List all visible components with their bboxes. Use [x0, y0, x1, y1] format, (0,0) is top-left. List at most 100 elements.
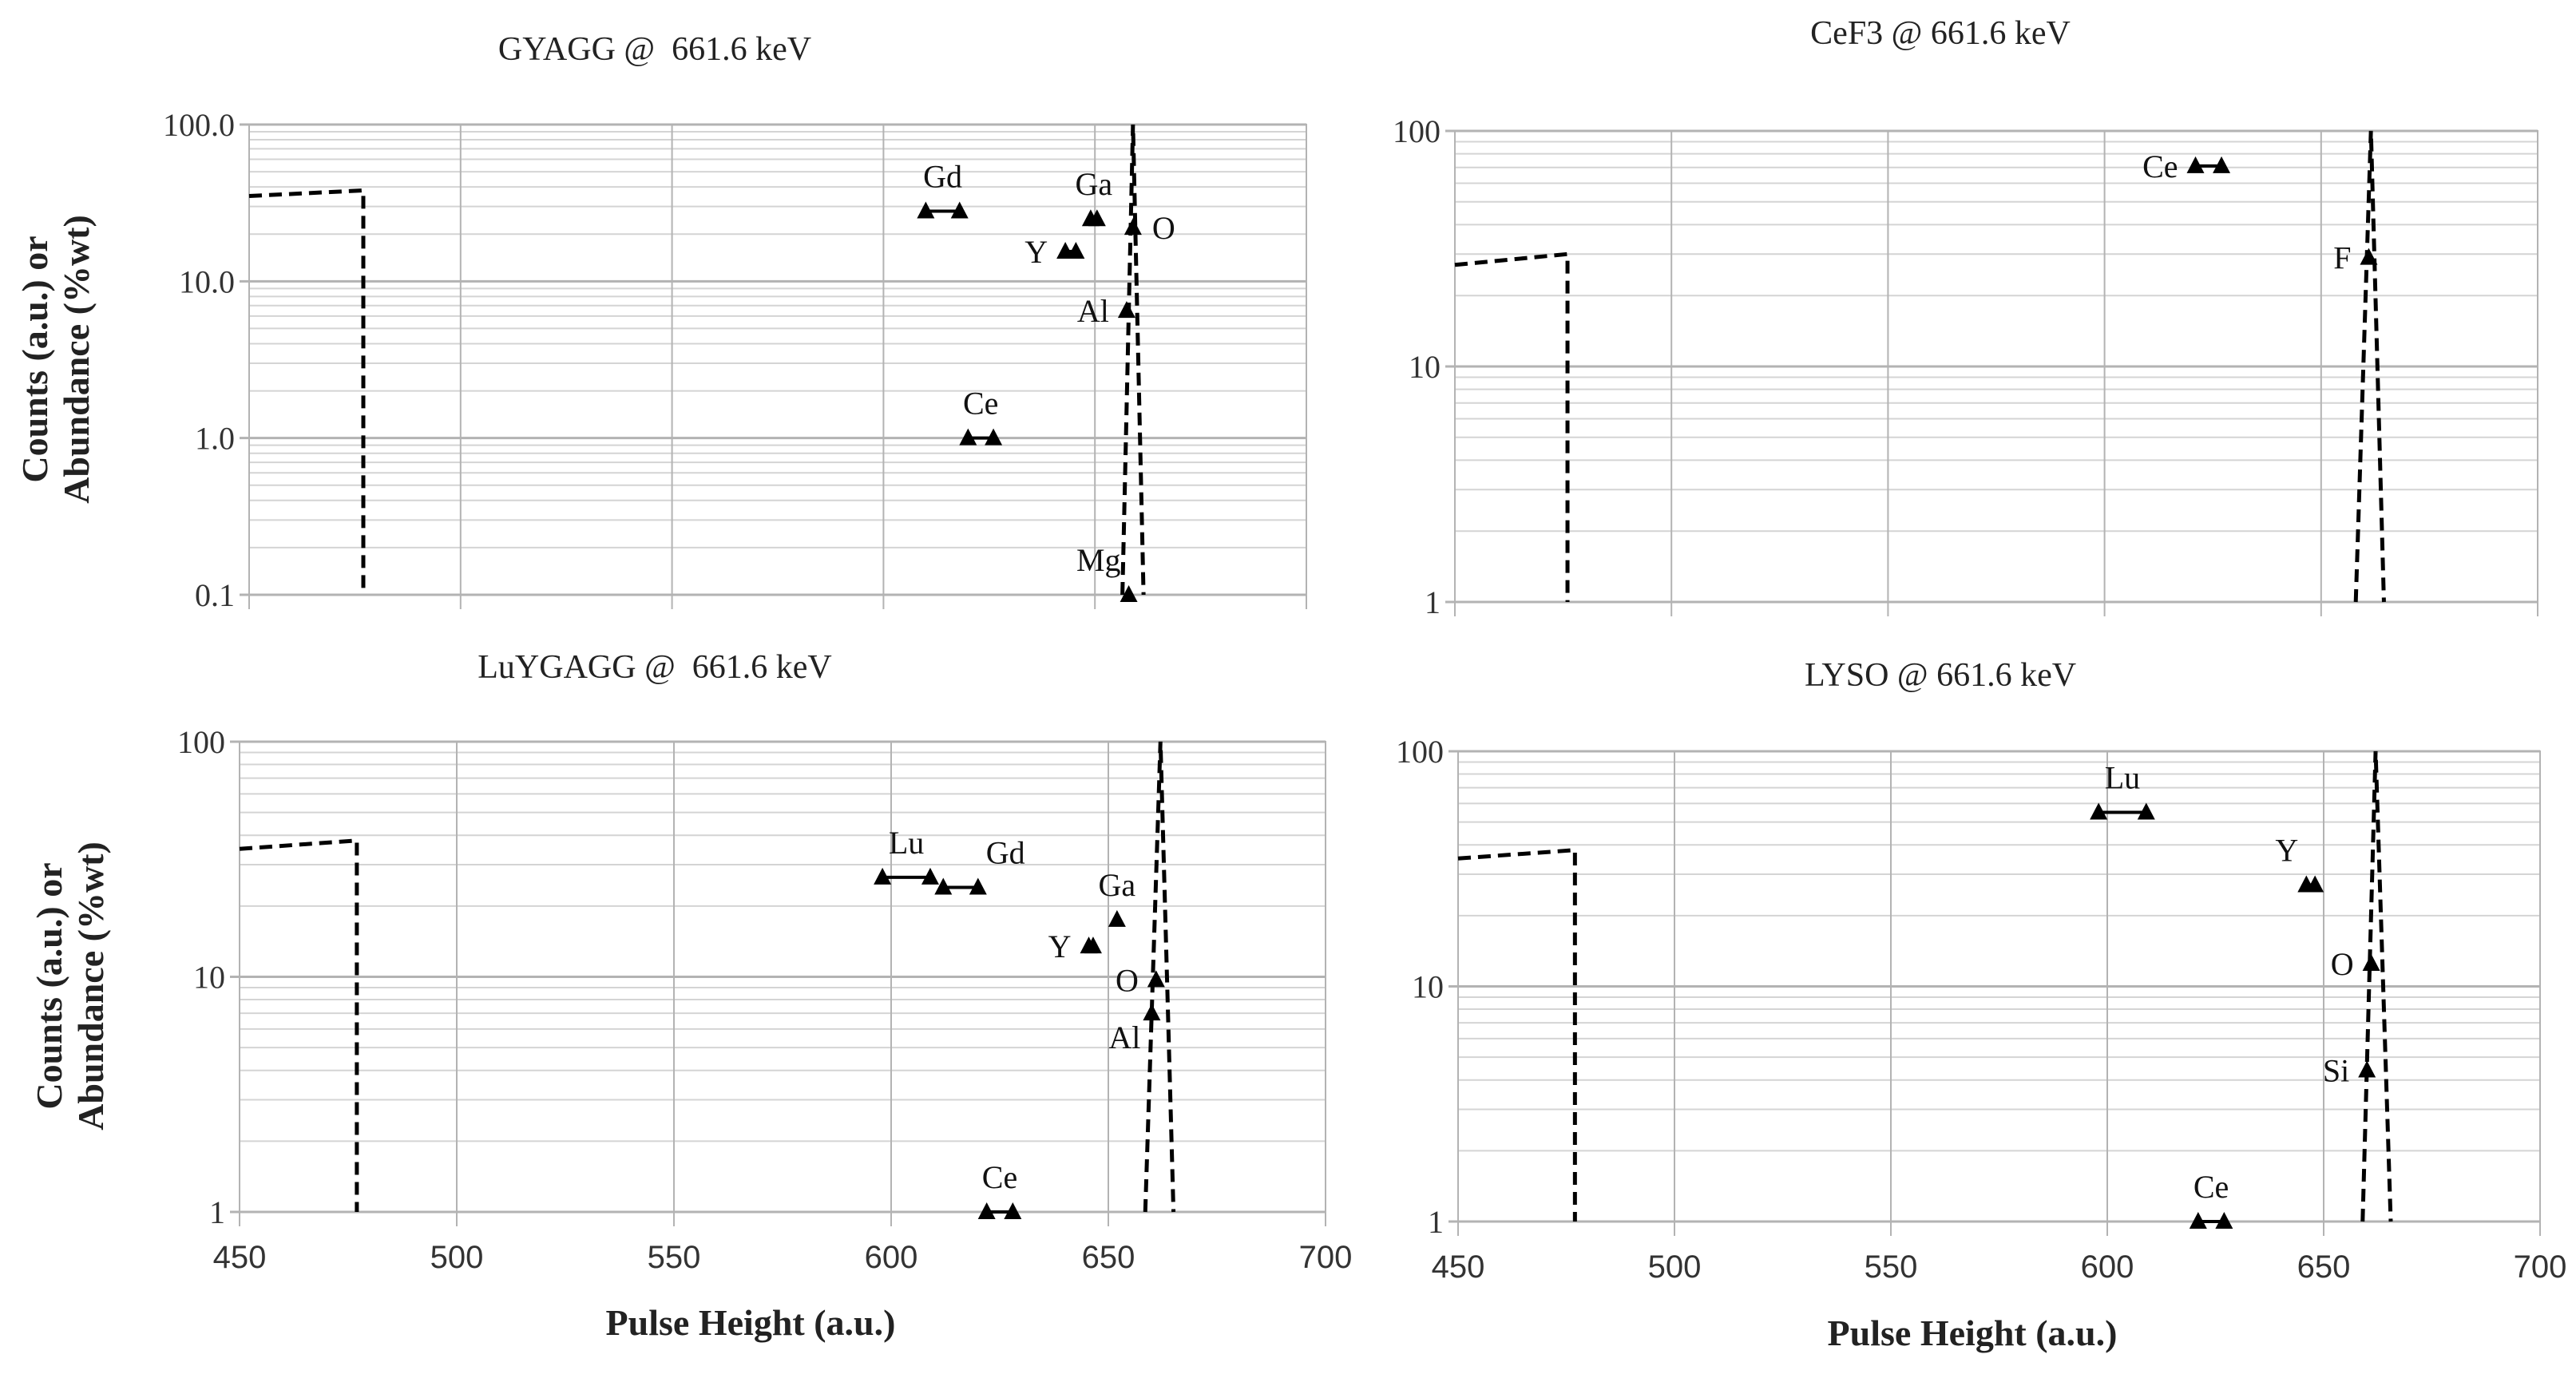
- triangle-marker-icon: [2306, 875, 2324, 893]
- element-marker-ce: Ce: [959, 386, 1003, 445]
- y-axis-label-line1: Counts (a.u.) or: [29, 862, 69, 1110]
- triangle-marker-icon: [934, 877, 953, 895]
- y-axis-label-bottom: Counts (a.u.) or Abundance (%wt): [29, 841, 112, 1131]
- x-axis-label-right: Pulse Height (a.u.): [1827, 1313, 2118, 1353]
- gridlines: [230, 740, 1326, 1226]
- triangle-marker-icon: [1004, 1202, 1022, 1219]
- element-marker-gd: Gd: [934, 835, 1025, 895]
- gridlines: [240, 123, 1307, 609]
- spectrum-step-line: [248, 188, 366, 595]
- y-axis-label-line2: Abundance (%wt): [70, 841, 111, 1131]
- triangle-marker-icon: [2186, 156, 2205, 173]
- chart-lyso: 1 10 100 450 500 550 600 650 700 Lu Y O Si Ce: [1396, 734, 2566, 1285]
- element-label: O: [1152, 210, 1175, 246]
- element-marker-si: Si: [2323, 1053, 2376, 1089]
- chart-title-gyagg: GYAGG @ 661.6 keV: [497, 31, 812, 68]
- triangle-marker-icon: [2090, 802, 2108, 820]
- x-tick-label: 500: [1648, 1249, 1702, 1285]
- triangle-marker-icon: [1117, 301, 1135, 319]
- chart-title-cef3: CeF3 @ 661.6 keV: [1810, 15, 2071, 52]
- triangle-marker-icon: [2362, 953, 2380, 971]
- element-label: O: [1116, 962, 1139, 998]
- triangle-marker-icon: [1143, 1004, 1161, 1021]
- spectrum-step-line: [1457, 848, 1577, 1222]
- element-marker-lu: Lu: [2090, 759, 2155, 820]
- y-tick-label: 1: [1428, 1204, 1444, 1240]
- element-marker-ga: Ga: [1099, 867, 1136, 927]
- triangle-marker-icon: [1120, 585, 1138, 602]
- photopeak-line: [1120, 124, 1146, 596]
- element-label: Y: [2275, 832, 2298, 868]
- chart-cef3: 1 10 100 Ce F: [1393, 113, 2538, 620]
- triangle-marker-icon: [1084, 936, 1102, 954]
- element-label: Y: [1048, 929, 1072, 964]
- triangle-marker-icon: [874, 867, 892, 885]
- x-tick-label: 550: [1865, 1249, 1918, 1285]
- plot-area: [1457, 750, 2541, 1222]
- element-marker-ce: Ce: [2189, 1169, 2233, 1229]
- element-label: Mg: [1076, 542, 1121, 578]
- element-marker-f: F: [2333, 240, 2378, 276]
- spectrum-step-line: [1454, 251, 1570, 602]
- element-marker-o: O: [1124, 210, 1175, 246]
- element-label: Y: [1024, 234, 1048, 270]
- element-marker-al: Al: [1108, 1004, 1161, 1055]
- element-marker-y: Y: [2275, 832, 2324, 893]
- y-tick-label: 100.0: [163, 107, 235, 143]
- element-label: Gd: [986, 835, 1025, 871]
- element-label: Ce: [2194, 1169, 2229, 1205]
- element-label: Ga: [1099, 867, 1136, 903]
- plot-area: [1454, 130, 2538, 603]
- y-tick-label: 1: [209, 1194, 225, 1230]
- y-tick-label: 1.0: [195, 421, 235, 457]
- y-tick-label: 100: [1396, 734, 1444, 770]
- element-label: Lu: [2105, 759, 2140, 795]
- element-label: Si: [2323, 1053, 2349, 1089]
- element-marker-lu: Lu: [874, 825, 939, 885]
- element-label: F: [2333, 240, 2351, 276]
- chart-title-luygagg: LuYGAGG @ 661.6 keV: [478, 649, 832, 686]
- spectrum-step-line: [239, 838, 359, 1212]
- y-tick-label: 10: [193, 960, 225, 996]
- plot-area: [239, 741, 1326, 1213]
- y-tick-label: 10: [1412, 969, 1444, 1005]
- gridlines: [1449, 750, 2541, 1236]
- element-marker-o: O: [1116, 962, 1165, 998]
- triangle-marker-icon: [921, 867, 939, 885]
- triangle-marker-icon: [985, 428, 1003, 445]
- element-label: Ce: [982, 1159, 1017, 1195]
- photopeak-line: [2360, 750, 2393, 1222]
- x-tick-label: 550: [648, 1240, 701, 1275]
- x-tick-label: 500: [430, 1240, 484, 1275]
- element-marker-y: Y: [1048, 929, 1102, 964]
- element-label: O: [2331, 946, 2354, 982]
- triangle-marker-icon: [2360, 247, 2378, 265]
- triangle-marker-icon: [2213, 156, 2231, 173]
- triangle-marker-icon: [1067, 241, 1085, 259]
- triangle-marker-icon: [1147, 970, 1165, 988]
- triangle-marker-icon: [969, 877, 987, 895]
- triangle-marker-icon: [2137, 802, 2155, 820]
- y-axis-label-top: Counts (a.u.) or Abundance (%wt): [14, 215, 97, 504]
- element-marker-o: O: [2331, 946, 2380, 982]
- x-tick-label: 450: [1432, 1249, 1485, 1285]
- triangle-marker-icon: [950, 201, 969, 219]
- triangle-marker-icon: [1124, 218, 1142, 236]
- triangle-marker-icon: [2358, 1060, 2376, 1078]
- photopeak-line: [1143, 741, 1176, 1213]
- x-tick-label: 650: [1082, 1240, 1135, 1275]
- element-label: Lu: [889, 825, 924, 861]
- triangle-marker-icon: [1108, 909, 1126, 927]
- x-tick-label: 650: [2297, 1249, 2351, 1285]
- triangle-marker-icon: [959, 428, 977, 445]
- y-tick-label: 100: [177, 724, 225, 760]
- element-marker-ce: Ce: [977, 1159, 1022, 1219]
- element-marker-ce: Ce: [2142, 148, 2231, 184]
- element-label: Gd: [923, 159, 962, 195]
- element-label: Ce: [963, 386, 998, 422]
- element-label: Ga: [1076, 166, 1113, 202]
- y-tick-label: 0.1: [195, 577, 235, 613]
- plot-area: [248, 124, 1307, 596]
